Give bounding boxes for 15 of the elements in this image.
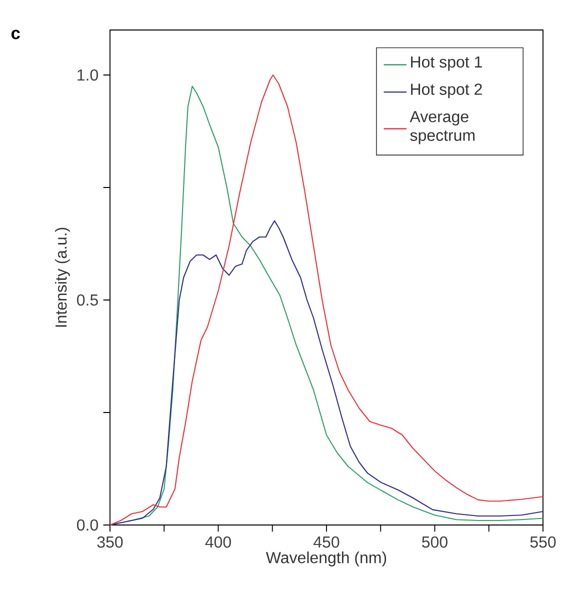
x-tick-label: 550 — [530, 536, 556, 548]
x-tick-label: 450 — [314, 536, 340, 548]
y-tick-label: 0.0 — [77, 519, 98, 531]
y-tick-label: 1.0 — [78, 69, 98, 81]
y-axis-title: Intensity (a.u.) — [54, 228, 70, 327]
line-series — [109, 220, 544, 526]
legend-label: Hot spot 2 — [411, 84, 482, 98]
legend-label: Hot spot 1 — [411, 56, 482, 71]
x-tick-label: 350 — [97, 536, 123, 548]
x-tick-label: 400 — [205, 536, 231, 548]
x-tick-label: 500 — [422, 536, 448, 548]
x-axis-title: Wavelength (nm) — [266, 552, 386, 566]
text: c — [11, 30, 20, 40]
y-tick-label: 0.5 — [77, 294, 98, 306]
legend-label: Average spectrum — [410, 111, 475, 144]
